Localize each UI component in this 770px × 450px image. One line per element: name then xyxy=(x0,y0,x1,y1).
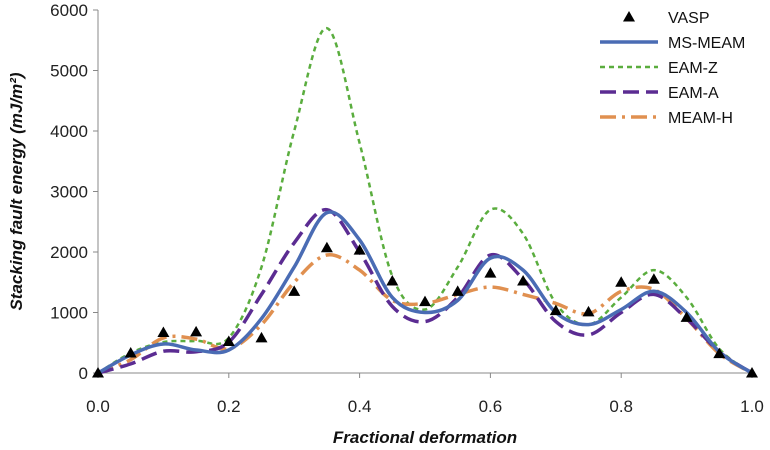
x-tick-label: 0.0 xyxy=(86,397,110,416)
y-tick-label: 1000 xyxy=(50,304,88,323)
vasp-point xyxy=(549,304,562,316)
legend-label-meam-h: MEAM-H xyxy=(668,110,733,127)
series-line-ms-meam xyxy=(97,210,753,375)
axes: 0 1000 2000 3000 4000 5000 6000 0.0 0.2 0.4 0.6 0.8… xyxy=(50,1,764,416)
vasp-point xyxy=(124,347,137,358)
vasp-point xyxy=(419,295,431,307)
legend: VASP MS-MEAM EAM-Z EAM-A MEAM-H xyxy=(600,10,745,127)
vasp-point xyxy=(746,367,758,378)
legend-swatch-vasp xyxy=(623,11,635,22)
vasp-point xyxy=(451,285,464,296)
vasp-point xyxy=(386,275,399,286)
legend-label-eam-a: EAM-A xyxy=(668,85,719,102)
x-tick-label: 0.2 xyxy=(217,397,241,416)
vasp-point xyxy=(582,305,595,317)
x-tick-label: 1.0 xyxy=(740,397,764,416)
plot-area xyxy=(92,26,758,378)
legend-label-vasp: VASP xyxy=(668,10,710,27)
x-tick-label: 0.8 xyxy=(609,397,633,416)
vasp-point xyxy=(320,241,333,253)
y-tick-label: 0 xyxy=(79,364,88,383)
x-tick-label: 0.4 xyxy=(348,397,372,416)
vasp-point xyxy=(190,325,203,337)
vasp-point xyxy=(92,367,104,378)
vasp-point xyxy=(222,335,235,347)
x-axis-title: Fractional deformation xyxy=(333,428,517,447)
vasp-point xyxy=(517,275,530,286)
legend-label-eam-z: EAM-Z xyxy=(668,60,718,77)
y-tick-label: 2000 xyxy=(50,243,88,262)
y-tick-label: 5000 xyxy=(50,62,88,81)
vasp-point xyxy=(647,273,660,284)
vasp-point xyxy=(680,311,693,322)
x-tick-label: 0.6 xyxy=(479,397,503,416)
vasp-point xyxy=(713,347,726,359)
legend-label-ms-meam: MS-MEAM xyxy=(668,35,745,52)
series-line-eam-z xyxy=(97,26,753,375)
y-tick-label: 3000 xyxy=(50,183,88,202)
vasp-point xyxy=(353,244,366,255)
vasp-point xyxy=(484,267,497,278)
vasp-point xyxy=(157,326,170,337)
vasp-point xyxy=(255,331,268,343)
y-tick-label: 6000 xyxy=(50,1,88,20)
vasp-point xyxy=(288,285,301,296)
y-tick-label: 4000 xyxy=(50,122,88,141)
vasp-point xyxy=(615,276,628,287)
y-axis-title: Stacking fault energy (mJ/m²) xyxy=(7,72,26,310)
